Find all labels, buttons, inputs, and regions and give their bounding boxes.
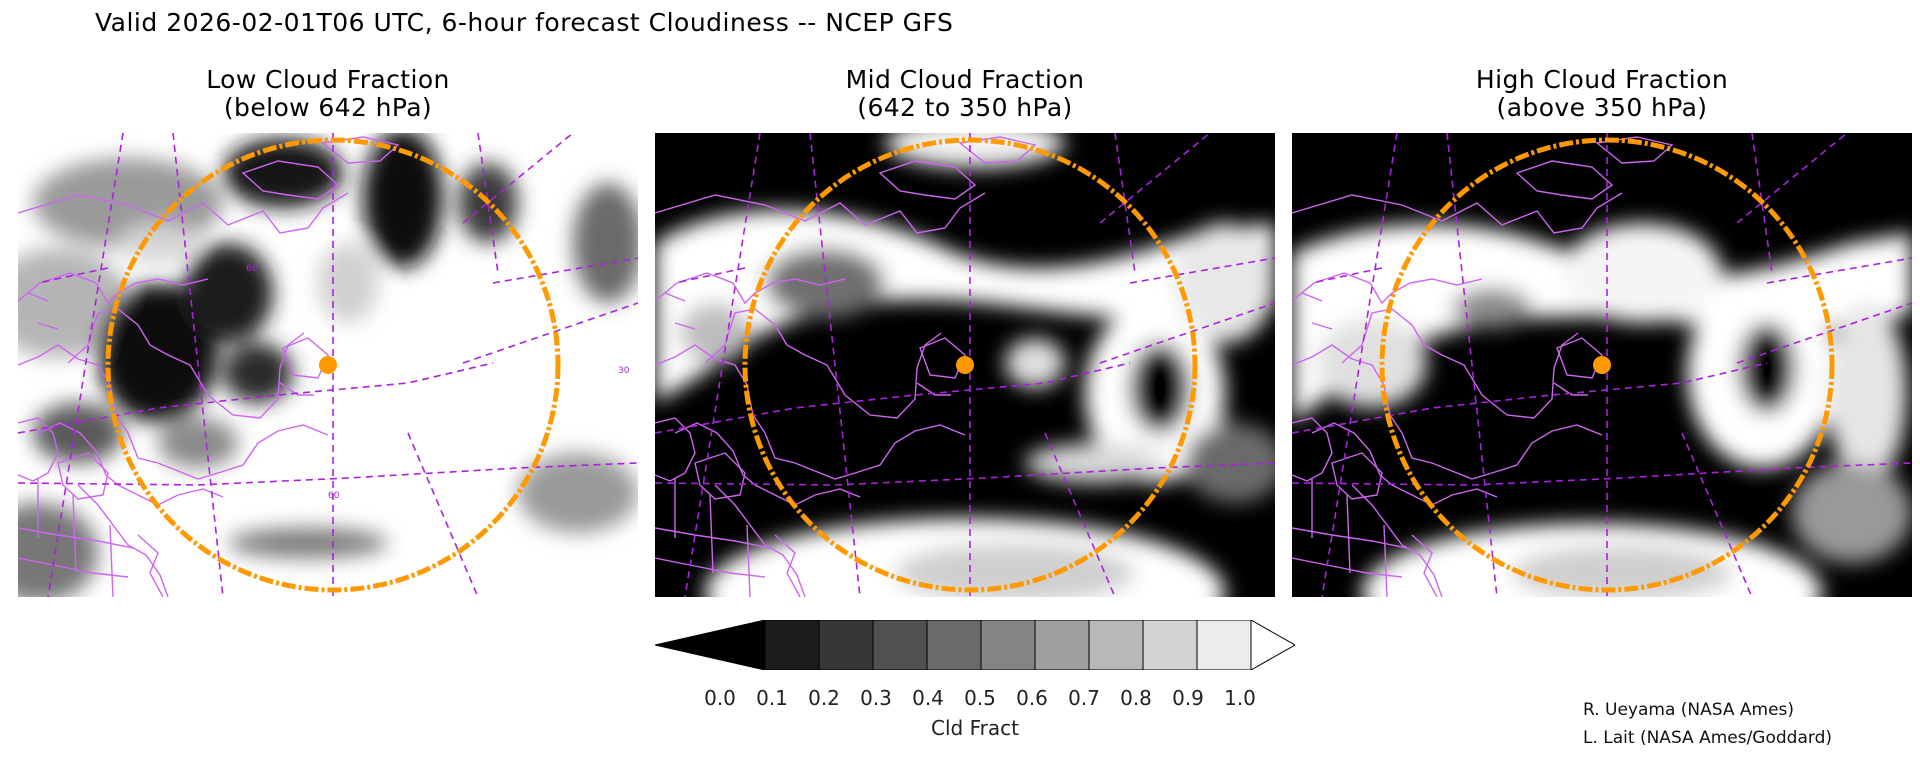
colorbar-bin xyxy=(1088,620,1144,670)
credit-line-2: L. Lait (NASA Ames/Goddard) xyxy=(1583,728,1832,748)
colorbar-title: Cld Fract xyxy=(931,716,1019,740)
figure-title: Valid 2026-02-01T06 UTC, 6-hour forecast… xyxy=(95,8,954,37)
range-ring xyxy=(105,137,561,593)
colorbar-tick-label: 0.7 xyxy=(1068,686,1100,710)
colorbar-bin xyxy=(926,620,982,670)
site-marker xyxy=(956,356,974,374)
range-ring xyxy=(742,137,1198,593)
colorbar xyxy=(655,620,1295,670)
panel-title-line1: Mid Cloud Fraction xyxy=(845,65,1085,94)
grid-label-30: 30 xyxy=(618,366,630,376)
grid-label-60: 60 xyxy=(246,264,258,274)
high-cloud-map xyxy=(1292,133,1912,597)
colorbar-tick-label: 0.5 xyxy=(964,686,996,710)
colorbar-tick-label: 0.4 xyxy=(912,686,944,710)
credit-line-1: R. Ueyama (NASA Ames) xyxy=(1583,700,1795,720)
low-cloud-map: 60 60 30 xyxy=(18,133,638,597)
grid-label-60-lower: 60 xyxy=(328,491,340,501)
panel-title-low: Low Cloud Fraction (below 642 hPa) xyxy=(18,66,638,122)
colorbar-tick-label: 0.3 xyxy=(860,686,892,710)
colorbar-bin xyxy=(764,620,820,670)
colorbar-tick-labels: 0.0 0.1 0.2 0.3 0.4 0.5 0.6 0.7 0.8 0.9 … xyxy=(655,686,1295,712)
colorbar-bin xyxy=(1196,620,1252,670)
colorbar-tick-label: 0.0 xyxy=(704,686,736,710)
site-marker xyxy=(1593,356,1611,374)
colorbar-tick-label: 0.1 xyxy=(756,686,788,710)
colorbar-bin xyxy=(872,620,928,670)
colorbar-tick-label: 0.2 xyxy=(808,686,840,710)
colorbar-tick-label: 1.0 xyxy=(1224,686,1256,710)
panel-title-line1: Low Cloud Fraction xyxy=(206,65,450,94)
colorbar-tick-label: 0.8 xyxy=(1120,686,1152,710)
colorbar-bin xyxy=(1142,620,1198,670)
panel-title-line2: (642 to 350 hPa) xyxy=(857,93,1073,122)
panel-title-line1: High Cloud Fraction xyxy=(1475,65,1729,94)
panel-title-line2: (below 642 hPa) xyxy=(223,93,433,122)
colorbar-bin xyxy=(818,620,874,670)
colorbar-tick-label: 0.6 xyxy=(1016,686,1048,710)
mid-cloud-map xyxy=(655,133,1275,597)
site-marker xyxy=(319,356,337,374)
colorbar-overflow-arrow xyxy=(1250,620,1295,670)
panel-title-mid: Mid Cloud Fraction (642 to 350 hPa) xyxy=(655,66,1275,122)
panel-title-high: High Cloud Fraction (above 350 hPa) xyxy=(1292,66,1912,122)
colorbar-bin xyxy=(1034,620,1090,670)
range-ring xyxy=(1379,137,1835,593)
panel-title-line2: (above 350 hPa) xyxy=(1496,93,1708,122)
colorbar-bin xyxy=(980,620,1036,670)
colorbar-tick-label: 0.9 xyxy=(1172,686,1204,710)
colorbar-underflow-arrow xyxy=(655,620,766,670)
